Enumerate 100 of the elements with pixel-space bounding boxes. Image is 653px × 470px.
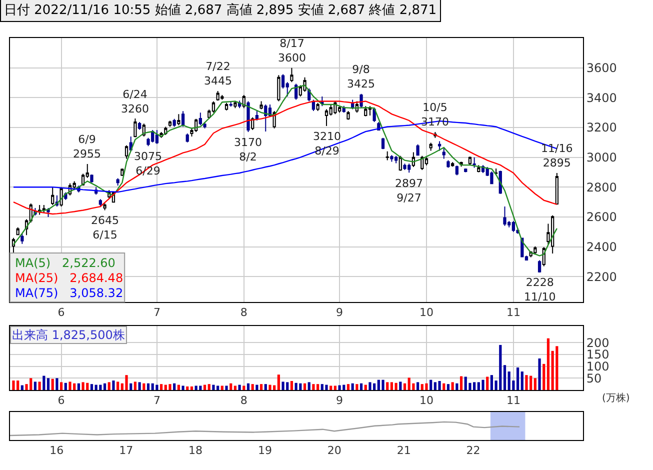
annotation: 6/9 2955 (73, 133, 101, 160)
candlestick (494, 168, 498, 176)
bar (546, 338, 550, 390)
bar (277, 374, 280, 390)
candlestick (216, 90, 220, 102)
bar (534, 378, 536, 390)
bar (20, 385, 24, 390)
candlestick (229, 102, 232, 108)
bar (94, 384, 98, 390)
bar (556, 346, 558, 390)
bar (338, 385, 341, 390)
candlestick (290, 67, 294, 83)
y-tick-label: 2400 (586, 240, 617, 254)
bar (368, 382, 372, 390)
candlestick (338, 106, 342, 114)
bar (220, 386, 224, 390)
bar (430, 380, 432, 390)
annotation: 8/17 3600 (278, 37, 306, 64)
candlestick (534, 246, 537, 255)
candlestick (477, 164, 480, 173)
bar (425, 383, 428, 390)
candlestick (20, 232, 24, 244)
candlestick (360, 93, 363, 108)
bar (360, 383, 363, 390)
candlestick (138, 121, 142, 130)
bar (51, 378, 54, 390)
bar (351, 383, 354, 390)
bar (299, 383, 302, 390)
candlestick (155, 130, 159, 144)
candlestick (390, 154, 394, 162)
candlestick (555, 172, 558, 205)
bar (46, 378, 50, 390)
bar (64, 382, 67, 390)
x-tick-label: 6 (58, 394, 65, 408)
annotation: 9/8 3425 (347, 63, 375, 90)
bar (486, 376, 489, 390)
candlestick (442, 146, 446, 160)
annotation: 3210 8/29 (313, 130, 341, 158)
annotation: 7/22 3445 (204, 60, 232, 88)
bar (312, 384, 315, 390)
bar (325, 384, 328, 390)
bar (199, 386, 202, 390)
x-tick-label: 18 (188, 444, 203, 458)
candlestick (255, 110, 258, 121)
bar (116, 382, 120, 390)
y-tick-label: 2200 (586, 270, 617, 284)
bar (34, 382, 37, 390)
candlestick (424, 156, 428, 166)
y-tick-label: 3400 (586, 90, 617, 105)
candlestick (46, 208, 50, 218)
bar (290, 380, 294, 390)
candlestick (346, 110, 350, 120)
annotation: 11/16 2895 (541, 142, 573, 170)
y-tick-label: 200 (586, 336, 610, 350)
x-tick-label: 7 (153, 394, 160, 408)
bar (203, 384, 206, 390)
candlestick (103, 203, 106, 211)
bar (230, 383, 232, 390)
candlestick (220, 94, 224, 100)
x-tick-label: 22 (466, 444, 480, 458)
candlestick (134, 118, 137, 138)
x-tick-label: 7 (153, 306, 160, 320)
y-tick-label: 2600 (586, 210, 617, 224)
bar (182, 386, 184, 390)
bar (386, 382, 389, 390)
candlestick (468, 156, 472, 166)
bar (442, 383, 446, 390)
bar (12, 380, 15, 390)
candlestick (60, 186, 63, 208)
bar (403, 383, 406, 390)
bar (308, 382, 310, 390)
bar (446, 384, 450, 390)
text: MA(25) 2,684.48 (15, 271, 124, 285)
y-tick-label: 3200 (586, 120, 617, 135)
bar (416, 382, 420, 390)
candlestick (264, 104, 268, 132)
bar (282, 382, 284, 390)
x-tick-label: 9 (336, 306, 344, 320)
y-tick-label: 150 (586, 348, 610, 362)
candlestick (16, 226, 20, 236)
candlestick (416, 144, 420, 156)
candlestick (334, 100, 337, 115)
bar (56, 378, 58, 390)
candlestick (381, 137, 385, 150)
candlestick (446, 160, 450, 168)
y-tick-label: 3600 (586, 61, 617, 76)
bar (234, 386, 236, 390)
bar (330, 386, 332, 390)
candlestick (386, 150, 389, 161)
bar (190, 386, 194, 390)
bar (451, 382, 454, 390)
candlestick (12, 237, 16, 255)
bar (538, 358, 541, 390)
bar (177, 384, 180, 390)
y-tick-label: 50 (586, 371, 602, 386)
bar (334, 386, 336, 390)
bar (156, 384, 158, 390)
candlestick (512, 220, 516, 232)
candlestick (181, 110, 185, 128)
bar (138, 382, 141, 390)
